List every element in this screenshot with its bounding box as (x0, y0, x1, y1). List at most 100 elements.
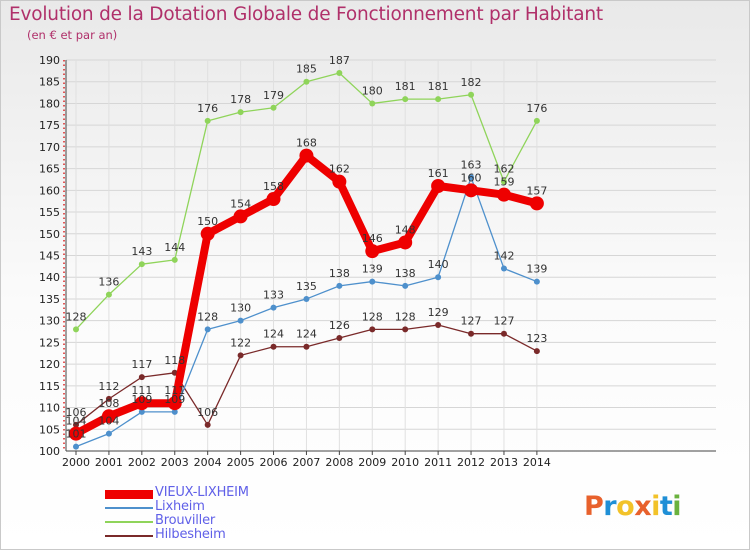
data-label: 162 (329, 163, 350, 176)
data-point (468, 330, 475, 337)
x-tick-label: 2011 (424, 456, 452, 469)
data-point (204, 421, 211, 428)
data-point (138, 408, 145, 415)
y-tick-label: 175 (39, 119, 60, 132)
x-tick-label: 2010 (391, 456, 419, 469)
data-label: 130 (230, 302, 251, 315)
data-point (468, 174, 475, 181)
y-tick-label: 130 (39, 315, 60, 328)
data-point (237, 352, 244, 359)
data-point (496, 187, 511, 202)
legend-swatch (105, 489, 153, 499)
data-point (336, 282, 343, 289)
data-label: 162 (493, 163, 514, 176)
x-tick-label: 2013 (490, 456, 518, 469)
y-tick-label: 160 (39, 184, 60, 197)
data-point (138, 261, 145, 268)
logo-letter: i (651, 491, 660, 522)
y-tick-label: 165 (39, 163, 60, 176)
y-tick-label: 185 (39, 76, 60, 89)
data-label: 128 (197, 310, 218, 323)
data-label: 101 (66, 428, 87, 441)
logo-letter: x (634, 491, 652, 522)
data-label: 176 (526, 102, 547, 115)
data-point (369, 100, 376, 107)
data-label: 142 (493, 250, 514, 263)
x-tick-label: 2003 (161, 456, 189, 469)
data-point (435, 274, 442, 281)
data-point (435, 322, 442, 329)
legend-label: Brouviller (155, 513, 216, 528)
data-label: 104 (98, 415, 119, 428)
data-label: 123 (526, 332, 547, 345)
data-point (73, 326, 79, 333)
data-point (134, 396, 149, 411)
y-tick-label: 190 (39, 54, 60, 67)
x-tick-label: 2007 (292, 456, 320, 469)
series-lixheim (73, 174, 540, 450)
data-label: 128 (395, 310, 416, 323)
data-label: 139 (362, 263, 383, 276)
logo-letter: t (659, 491, 673, 522)
data-label: 108 (98, 397, 119, 410)
data-label: 106 (197, 406, 218, 419)
data-point (435, 96, 442, 103)
y-tick-label: 100 (39, 445, 60, 458)
y-tick-label: 120 (39, 358, 60, 371)
x-tick-label: 2004 (194, 456, 222, 469)
x-tick-label: 2014 (523, 456, 551, 469)
data-label: 144 (164, 241, 185, 254)
data-label: 143 (131, 245, 152, 258)
data-point (402, 96, 409, 103)
data-point (402, 282, 409, 289)
y-tick-label: 135 (39, 293, 60, 306)
data-point (369, 326, 376, 333)
data-label: 127 (493, 315, 514, 328)
data-point (303, 343, 310, 350)
data-point (332, 174, 347, 189)
data-point (500, 330, 507, 337)
data-point (101, 409, 116, 424)
data-label: 161 (428, 167, 449, 180)
data-point (171, 256, 178, 263)
y-tick-label: 170 (39, 141, 60, 154)
data-point (365, 244, 380, 259)
data-label: 179 (263, 89, 284, 102)
data-label: 180 (362, 84, 383, 97)
legend-label: Lixheim (155, 499, 205, 514)
data-label: 122 (230, 336, 251, 349)
y-tick-label: 105 (39, 423, 60, 436)
data-point (204, 117, 211, 124)
data-label: 126 (329, 319, 350, 332)
data-point (303, 295, 310, 302)
data-point (167, 396, 182, 411)
chart-title: Evolution de la Dotation Globale de Fonc… (9, 4, 603, 25)
data-label: 138 (329, 267, 350, 280)
data-point (336, 70, 343, 77)
data-label: 118 (164, 354, 185, 367)
data-point (431, 178, 446, 193)
data-point (369, 278, 376, 285)
data-label: 117 (131, 358, 152, 371)
data-label: 124 (296, 328, 317, 341)
data-label: 109 (131, 393, 152, 406)
data-label: 109 (164, 393, 185, 406)
data-label: 150 (197, 215, 218, 228)
data-point (270, 343, 277, 350)
data-label: 181 (428, 80, 449, 93)
data-point (105, 430, 112, 437)
data-label: 128 (66, 310, 87, 323)
data-label: 146 (362, 232, 383, 245)
logo-letter: r (603, 491, 617, 522)
data-point (138, 374, 145, 381)
data-point (299, 148, 314, 163)
series-group (69, 70, 544, 450)
data-point (237, 317, 244, 324)
data-point (500, 178, 507, 185)
legend-swatch (105, 521, 153, 523)
y-tick-label: 115 (39, 380, 60, 393)
data-label: 154 (230, 197, 251, 210)
x-tick-label: 2002 (128, 456, 156, 469)
data-label: 136 (98, 276, 119, 289)
data-label: 160 (461, 171, 482, 184)
